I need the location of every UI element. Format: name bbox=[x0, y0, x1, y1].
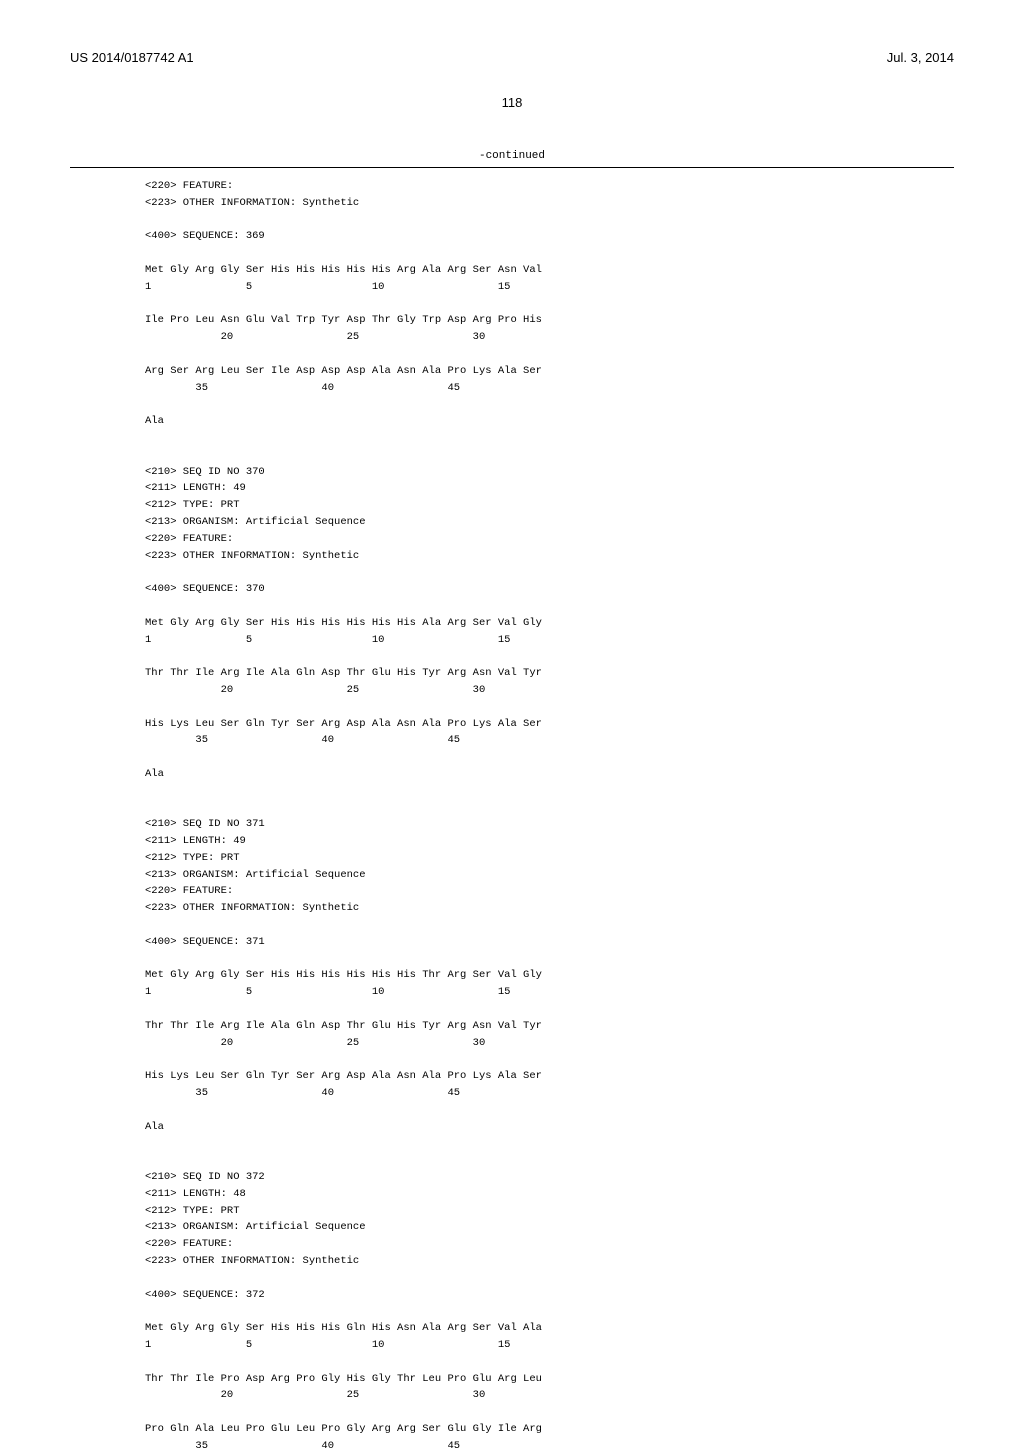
continued-label: -continued bbox=[70, 150, 954, 162]
document-header: US 2014/0187742 A1 Jul. 3, 2014 bbox=[70, 50, 954, 65]
page-number: 118 bbox=[70, 95, 954, 110]
horizontal-rule bbox=[70, 167, 954, 168]
sequence-listing: <220> FEATURE: <223> OTHER INFORMATION: … bbox=[145, 178, 954, 1455]
publication-date: Jul. 3, 2014 bbox=[887, 50, 954, 65]
publication-number: US 2014/0187742 A1 bbox=[70, 50, 194, 65]
